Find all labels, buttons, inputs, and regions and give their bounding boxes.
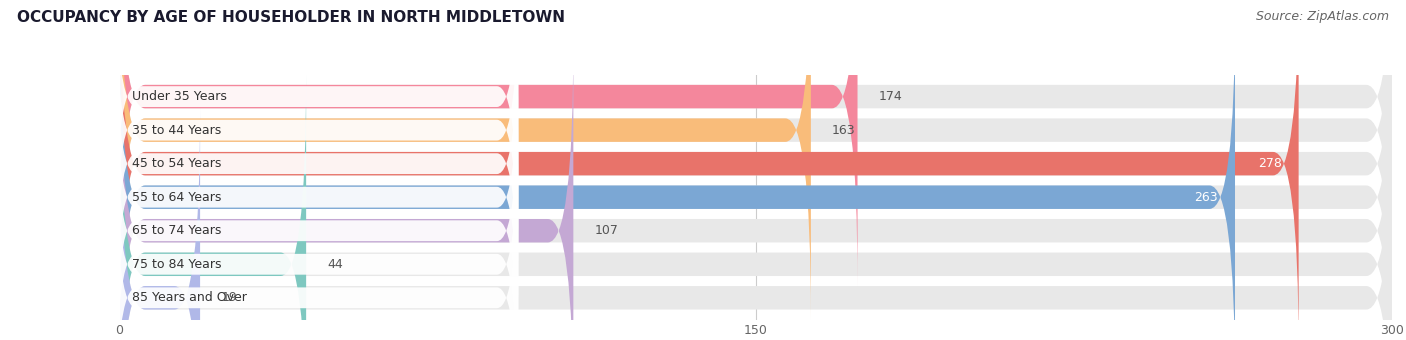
Text: 107: 107 [595, 224, 619, 237]
Text: 45 to 54 Years: 45 to 54 Years [132, 157, 222, 170]
Text: 85 Years and Over: 85 Years and Over [132, 291, 247, 304]
FancyBboxPatch shape [120, 8, 1234, 340]
Text: 174: 174 [879, 90, 903, 103]
Text: 278: 278 [1258, 157, 1282, 170]
Text: 35 to 44 Years: 35 to 44 Years [132, 124, 222, 137]
FancyBboxPatch shape [120, 41, 1392, 340]
Text: 19: 19 [221, 291, 238, 304]
FancyBboxPatch shape [120, 0, 1299, 340]
Text: Source: ZipAtlas.com: Source: ZipAtlas.com [1256, 10, 1389, 23]
FancyBboxPatch shape [120, 0, 1392, 286]
FancyBboxPatch shape [115, 0, 519, 287]
FancyBboxPatch shape [120, 0, 858, 286]
FancyBboxPatch shape [120, 75, 307, 340]
Text: 163: 163 [832, 124, 856, 137]
Text: Under 35 Years: Under 35 Years [132, 90, 228, 103]
FancyBboxPatch shape [120, 108, 200, 340]
FancyBboxPatch shape [115, 0, 519, 254]
Text: 55 to 64 Years: 55 to 64 Years [132, 191, 222, 204]
FancyBboxPatch shape [115, 107, 519, 340]
FancyBboxPatch shape [120, 75, 1392, 340]
FancyBboxPatch shape [115, 73, 519, 340]
FancyBboxPatch shape [115, 6, 519, 321]
FancyBboxPatch shape [115, 140, 519, 340]
FancyBboxPatch shape [120, 108, 1392, 340]
Text: 263: 263 [1195, 191, 1218, 204]
FancyBboxPatch shape [120, 0, 1392, 340]
FancyBboxPatch shape [120, 41, 574, 340]
Text: 75 to 84 Years: 75 to 84 Years [132, 258, 222, 271]
FancyBboxPatch shape [120, 0, 1392, 320]
Text: 65 to 74 Years: 65 to 74 Years [132, 224, 222, 237]
Text: 44: 44 [328, 258, 343, 271]
FancyBboxPatch shape [115, 40, 519, 340]
FancyBboxPatch shape [120, 8, 1392, 340]
FancyBboxPatch shape [120, 0, 811, 320]
Text: OCCUPANCY BY AGE OF HOUSEHOLDER IN NORTH MIDDLETOWN: OCCUPANCY BY AGE OF HOUSEHOLDER IN NORTH… [17, 10, 565, 25]
